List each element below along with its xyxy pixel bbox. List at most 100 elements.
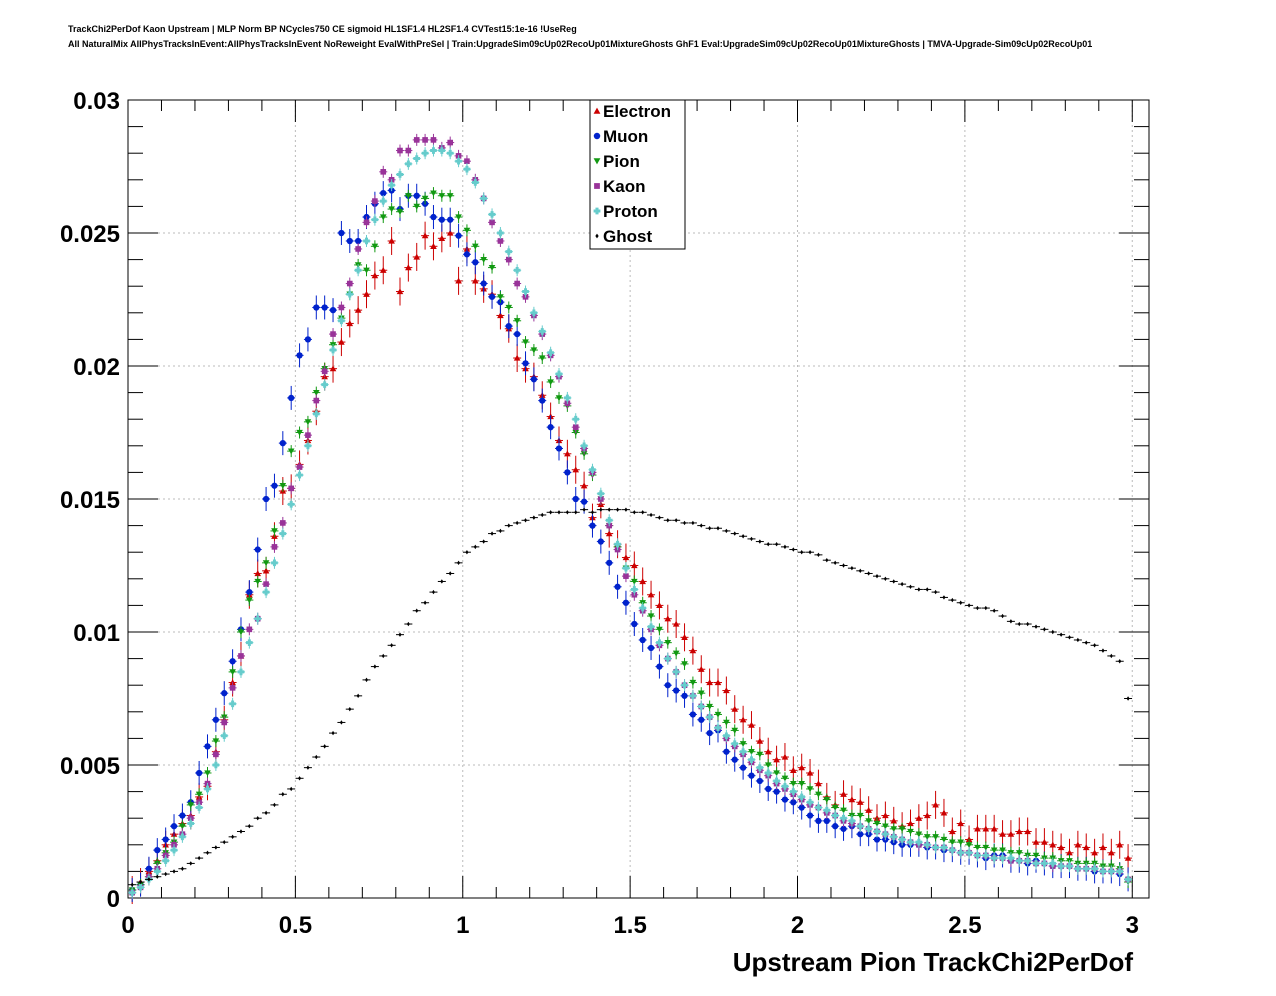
data-point-ghost <box>649 512 653 518</box>
data-point-muon <box>723 748 730 755</box>
data-point-proton <box>597 490 605 497</box>
x-tick-label: 3 <box>1126 912 1139 939</box>
data-point-muon <box>288 394 295 402</box>
x-tick-label: 2.5 <box>948 912 981 939</box>
legend-marker-kaon <box>594 183 600 189</box>
data-point-kaon <box>288 485 294 492</box>
data-point-electron <box>806 769 814 776</box>
data-point-pion <box>798 780 805 787</box>
data-point-ghost <box>381 653 385 659</box>
data-point-pion <box>271 528 278 535</box>
data-point-kaon <box>372 198 378 204</box>
data-point-ghost <box>708 526 712 531</box>
data-point-kaon <box>514 280 520 287</box>
data-point-electron <box>513 354 521 361</box>
data-point-electron <box>1007 830 1015 837</box>
data-point-electron <box>848 796 856 803</box>
data-point-pion <box>806 786 814 793</box>
data-point-pion <box>831 804 839 811</box>
data-point-muon <box>271 482 278 489</box>
data-point-kaon <box>464 158 470 164</box>
data-point-proton <box>271 559 278 567</box>
data-point-electron <box>388 237 395 244</box>
data-point-ghost <box>440 579 444 584</box>
data-point-electron <box>1049 841 1057 848</box>
data-point-ghost <box>130 882 134 887</box>
data-point-proton <box>815 804 822 811</box>
data-point-muon <box>212 716 220 723</box>
data-point-muon <box>338 229 345 237</box>
data-point-proton <box>254 615 262 622</box>
data-point-kaon <box>330 331 336 337</box>
data-point-proton <box>907 838 914 846</box>
data-point-proton <box>865 825 872 833</box>
data-point-ghost <box>1067 635 1072 640</box>
data-point-muon <box>639 636 646 644</box>
data-point-proton <box>957 849 965 857</box>
data-point-ghost <box>917 587 921 592</box>
data-point-pion <box>873 820 881 827</box>
data-point-proton <box>187 820 195 827</box>
data-point-electron <box>798 764 805 771</box>
data-point-electron <box>940 809 948 816</box>
data-point-pion <box>656 626 663 633</box>
data-point-pion <box>179 823 186 830</box>
data-point-ghost <box>557 510 561 515</box>
data-point-proton <box>497 229 504 237</box>
data-point-ghost <box>205 850 210 855</box>
data-point-electron <box>748 721 755 728</box>
data-point-proton <box>153 868 161 875</box>
data-point-pion <box>790 780 797 787</box>
data-point-pion <box>262 560 270 567</box>
data-point-ghost <box>616 507 620 512</box>
data-point-pion <box>890 826 898 833</box>
data-point-ghost <box>231 834 235 840</box>
data-point-pion <box>723 719 730 726</box>
data-point-muon <box>505 322 512 330</box>
data-point-pion <box>455 214 462 221</box>
data-point-muon <box>279 440 286 447</box>
data-point-proton <box>882 830 889 838</box>
data-point-ghost <box>1017 621 1021 627</box>
data-point-proton <box>338 317 345 325</box>
data-point-muon <box>179 812 186 819</box>
data-point-proton <box>430 147 437 154</box>
data-point-ghost <box>599 507 603 512</box>
data-point-muon <box>656 663 663 670</box>
data-point-pion <box>781 775 789 782</box>
data-point-proton <box>1015 857 1023 865</box>
data-point-pion <box>513 318 521 325</box>
data-point-ghost <box>1076 637 1080 643</box>
data-point-electron <box>430 243 437 249</box>
data-point-proton <box>488 211 496 218</box>
x-tick-label: 0 <box>121 912 134 939</box>
data-point-proton <box>647 623 655 630</box>
data-point-electron <box>329 365 337 372</box>
data-point-ghost <box>364 677 369 683</box>
data-point-muon <box>664 682 671 689</box>
data-point-ghost <box>984 605 988 611</box>
data-point-pion <box>865 818 872 825</box>
data-point-electron <box>639 578 646 585</box>
data-point-pion <box>681 661 688 668</box>
data-point-pion <box>505 304 513 311</box>
data-point-kaon <box>422 137 428 143</box>
data-point-proton <box>1074 865 1082 873</box>
data-point-proton <box>764 769 772 777</box>
data-point-pion <box>898 826 906 833</box>
data-point-pion <box>538 355 546 362</box>
data-point-muon <box>681 692 688 699</box>
data-point-electron <box>739 716 747 723</box>
data-point-proton <box>840 814 847 822</box>
legend-label-electron: Electron <box>603 102 671 121</box>
data-point-proton <box>472 179 479 186</box>
data-point-pion <box>949 839 956 846</box>
data-point-ghost <box>992 608 996 613</box>
data-point-electron <box>1066 849 1073 856</box>
data-point-proton <box>856 822 864 830</box>
data-point-electron <box>890 817 898 824</box>
data-point-muon <box>455 232 462 239</box>
data-point-ghost <box>515 520 519 526</box>
data-point-muon <box>522 360 529 367</box>
data-point-pion <box>296 429 303 436</box>
